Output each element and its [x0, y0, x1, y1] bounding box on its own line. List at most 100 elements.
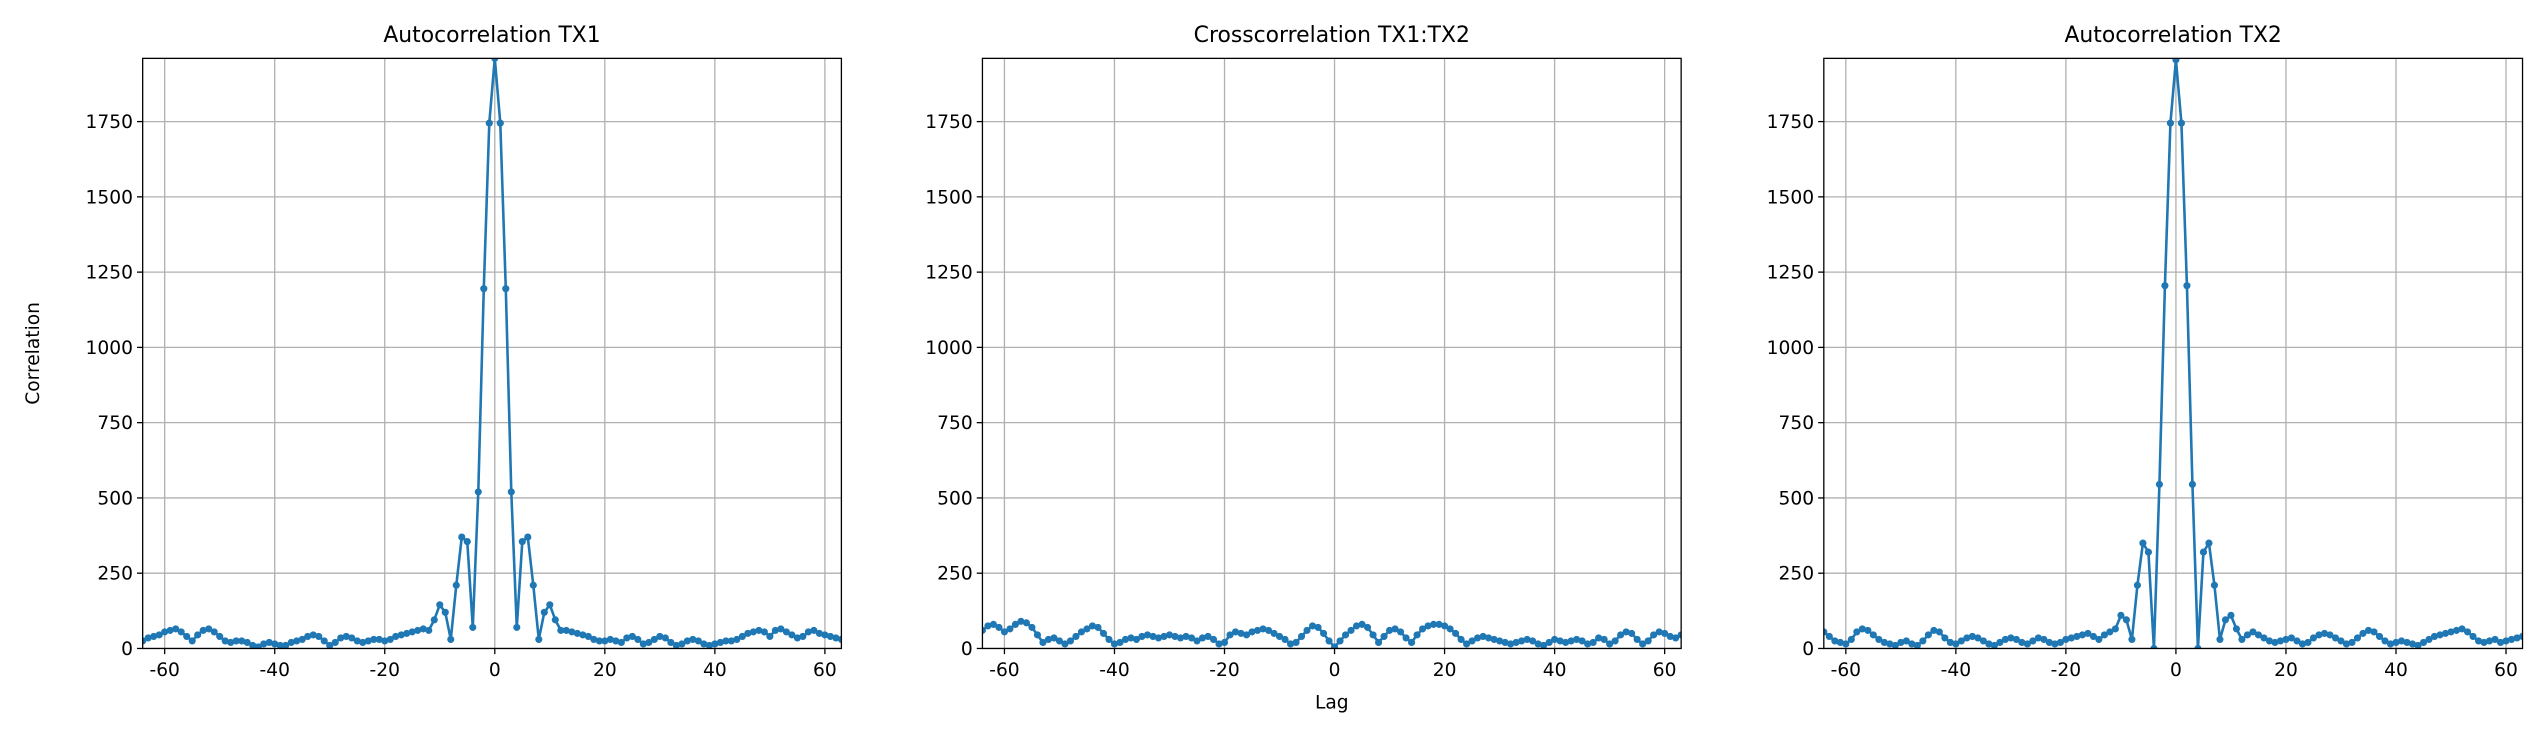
data-point — [2188, 480, 2196, 488]
data-point — [2502, 637, 2510, 645]
data-point — [2458, 625, 2466, 633]
data-point — [1198, 634, 1207, 642]
data-point — [1066, 637, 1075, 645]
data-point — [1435, 620, 1443, 628]
data-point — [716, 638, 724, 647]
data-point — [2397, 637, 2406, 645]
x-tick-label: 40 — [703, 660, 727, 681]
x-tick-label: 60 — [813, 660, 837, 681]
x-tick-label: 0 — [489, 660, 501, 681]
data-point — [524, 533, 532, 541]
x-axis-label: Lag — [1315, 692, 1349, 713]
data-point — [271, 640, 279, 648]
data-point — [2232, 625, 2241, 633]
data-point — [1380, 632, 1388, 640]
data-point — [1902, 637, 1910, 645]
data-point — [2144, 548, 2152, 556]
data-point — [1441, 622, 1449, 630]
data-point — [199, 626, 207, 634]
data-point — [353, 637, 361, 645]
data-point — [1639, 640, 1647, 648]
y-tick-label: 1000 — [925, 338, 972, 359]
data-point — [2320, 629, 2329, 637]
data-point — [1864, 626, 1872, 634]
data-point — [408, 628, 416, 636]
data-point — [1562, 638, 1570, 647]
data-point — [1622, 628, 1630, 636]
data-point — [2128, 635, 2136, 643]
y-tick-label: 1750 — [86, 112, 133, 133]
data-point — [1672, 634, 1680, 642]
data-point — [364, 637, 372, 645]
data-point — [1908, 640, 1916, 648]
data-point — [1556, 637, 1564, 645]
x-tick-label: 20 — [1433, 660, 1457, 681]
data-point — [1006, 625, 1014, 633]
data-point — [1512, 638, 1520, 647]
data-point — [1402, 634, 1410, 642]
data-point — [232, 637, 240, 645]
plot-area — [1823, 58, 2523, 649]
data-point — [1385, 626, 1394, 634]
data-point — [155, 631, 163, 639]
data-point — [1017, 617, 1025, 625]
data-point — [1847, 635, 1855, 643]
data-point — [1424, 622, 1432, 630]
data-point — [2150, 644, 2158, 649]
y-tick-label: 1750 — [1767, 112, 1814, 133]
data-point — [1825, 632, 1833, 640]
data-point — [243, 638, 251, 647]
data-point — [2469, 632, 2477, 640]
data-point — [1891, 641, 1899, 649]
data-point — [1314, 623, 1322, 631]
data-point — [2122, 616, 2130, 624]
data-point — [276, 641, 284, 649]
data-point — [2518, 632, 2523, 640]
data-point — [623, 634, 631, 642]
subplot: -60 -40 -20 0 20 40 60 0 250 500 750 1000 1250 1500 17… — [1767, 23, 2524, 681]
data-point — [1358, 620, 1366, 628]
data-point — [2370, 628, 2378, 636]
data-point — [2254, 631, 2263, 639]
data-point — [1567, 637, 1575, 645]
data-point — [1028, 623, 1036, 631]
x-tick-label: 60 — [2494, 660, 2518, 681]
subplot: -60 -40 -20 0 20 40 60 0 250 500 750 1000 1250 1500 17… — [925, 23, 1682, 713]
data-point — [337, 634, 345, 642]
data-point — [392, 632, 400, 640]
data-point — [331, 638, 339, 647]
data-point — [2210, 581, 2219, 589]
data-point — [1352, 622, 1361, 630]
data-point — [1099, 629, 1108, 637]
data-point — [1094, 623, 1102, 631]
x-tick-label: 40 — [2384, 660, 2408, 681]
data-point — [799, 632, 807, 640]
data-point — [1853, 628, 1861, 636]
data-point — [1308, 622, 1317, 630]
data-point — [2040, 635, 2048, 643]
data-point — [810, 626, 818, 634]
data-point — [2133, 581, 2141, 589]
data-point — [1193, 637, 1201, 645]
data-point — [2221, 616, 2230, 624]
data-point — [518, 538, 526, 546]
data-point — [2331, 634, 2340, 642]
data-point — [1413, 631, 1421, 639]
data-point — [1237, 629, 1245, 637]
data-point — [1430, 620, 1438, 628]
data-point — [1534, 640, 1542, 648]
data-point — [1061, 640, 1069, 648]
data-point — [254, 643, 262, 649]
data-point — [601, 637, 609, 645]
data-point — [2293, 637, 2301, 645]
data-point — [265, 638, 273, 647]
data-point — [2155, 480, 2163, 488]
data-point — [1858, 625, 1866, 633]
data-point — [2513, 634, 2521, 642]
data-point — [540, 608, 548, 616]
data-point — [1292, 638, 1300, 647]
x-tick-label: 60 — [1653, 660, 1677, 681]
data-point — [1842, 640, 1850, 648]
data-point — [161, 628, 169, 636]
